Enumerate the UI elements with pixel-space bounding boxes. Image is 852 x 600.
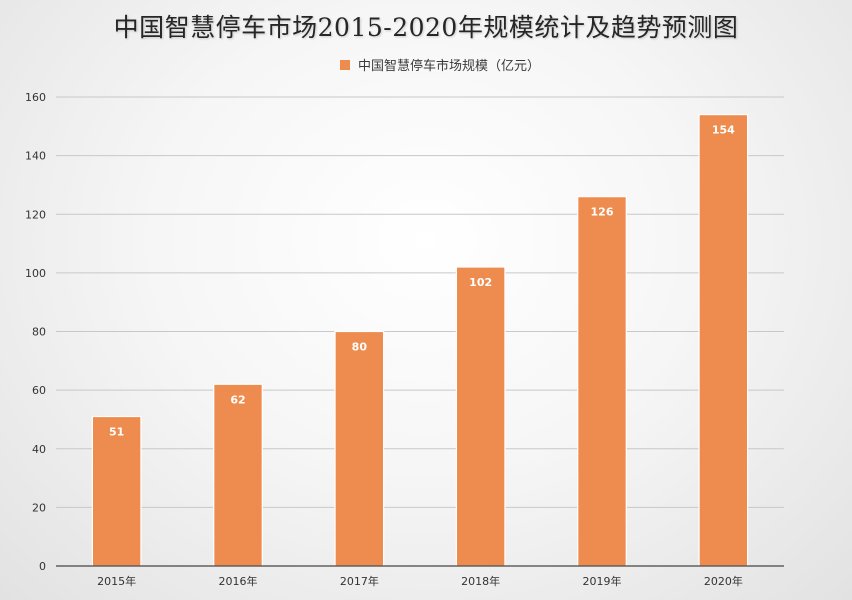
y-tick-label: 40: [32, 443, 46, 456]
data-label: 102: [469, 276, 492, 289]
legend-swatch: [340, 59, 350, 70]
x-category-label: 2018年: [461, 574, 500, 588]
y-tick-label: 60: [32, 384, 46, 397]
bar: [577, 196, 627, 567]
chart-title: 中国智慧停车市场2015-2020年规模统计及趋势预测图: [113, 13, 739, 42]
bar: [455, 266, 506, 567]
y-tick-label: 100: [25, 267, 46, 280]
y-tick-label: 80: [32, 326, 46, 339]
bar: [213, 383, 263, 567]
y-tick-label: 0: [39, 560, 46, 573]
x-category-label: 2020年: [704, 574, 743, 588]
data-label: 62: [230, 393, 245, 406]
y-tick-label: 120: [25, 208, 46, 221]
y-tick-label: 160: [25, 91, 46, 104]
y-tick-label: 20: [32, 501, 46, 514]
data-label: 80: [352, 341, 368, 354]
x-category-label: 2019年: [583, 574, 622, 588]
bar: [334, 330, 385, 567]
data-label: 154: [712, 124, 735, 137]
data-label: 126: [591, 206, 614, 219]
legend-label: 中国智慧停车市场规模（亿元）: [358, 59, 541, 74]
bar: [698, 113, 749, 567]
x-category-label: 2017年: [340, 574, 379, 588]
x-category-label: 2015年: [97, 574, 136, 588]
data-label: 51: [109, 426, 124, 439]
legend: 中国智慧停车市场规模（亿元）: [340, 55, 540, 74]
y-tick-label: 140: [25, 150, 46, 163]
bar: [91, 415, 142, 567]
x-category-label: 2016年: [219, 574, 258, 588]
